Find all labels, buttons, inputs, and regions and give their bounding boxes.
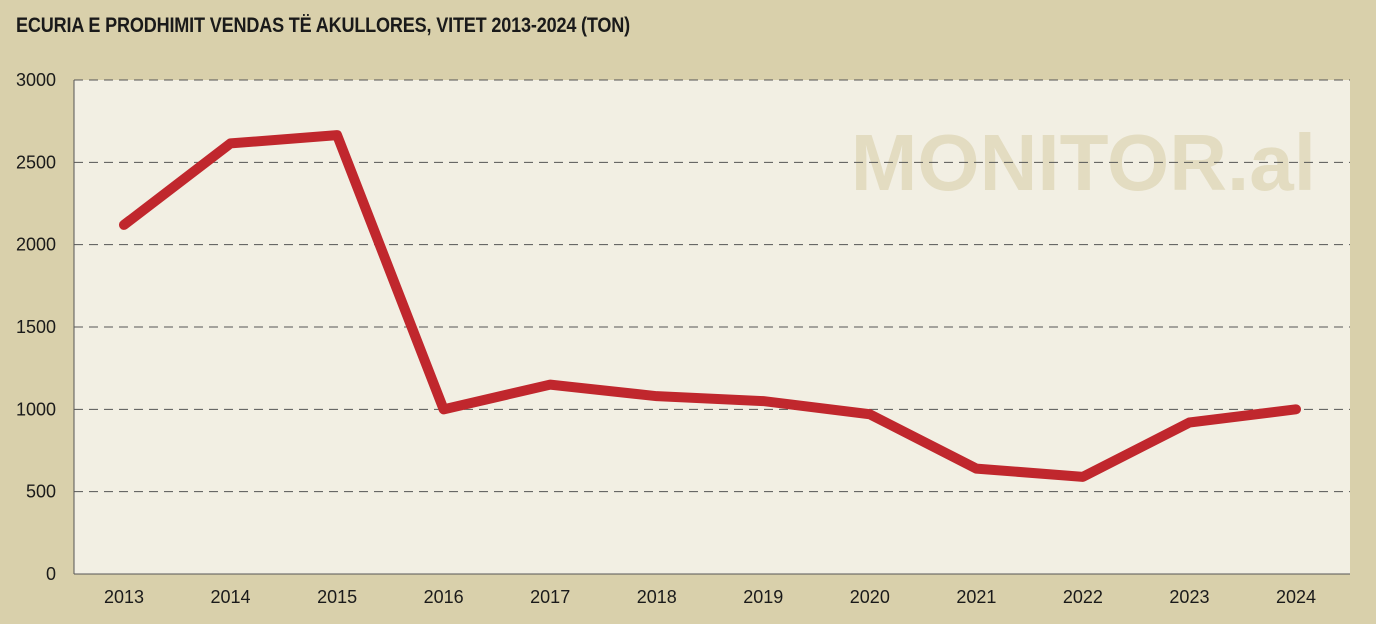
x-tick-label: 2018: [637, 587, 677, 607]
series-group: [119, 130, 1301, 482]
x-tick-label: 2022: [1063, 587, 1103, 607]
data-point: [1082, 476, 1084, 478]
data-point: [336, 134, 338, 136]
data-point: [1188, 422, 1190, 424]
x-tick-label: 2023: [1169, 587, 1209, 607]
data-point: [123, 224, 125, 226]
data-point: [1295, 408, 1297, 410]
x-tick-label: 2019: [743, 587, 783, 607]
x-tick-label: 2013: [104, 587, 144, 607]
x-tick-label: 2016: [424, 587, 464, 607]
grid-lines: [74, 79, 1350, 493]
x-tick-label: 2017: [530, 587, 570, 607]
data-point: [656, 395, 658, 397]
y-tick-label: 500: [26, 482, 56, 502]
data-point: [869, 413, 871, 415]
y-tick-label: 0: [46, 564, 56, 584]
y-tick-label: 3000: [16, 70, 56, 90]
chart-title: ECURIA E PRODHIMIT VENDAS TË AKULLORES, …: [16, 14, 631, 37]
x-tick-label: 2020: [850, 587, 890, 607]
x-tick-label: 2014: [211, 587, 251, 607]
y-tick-label: 1000: [16, 399, 56, 419]
data-point: [762, 400, 764, 402]
data-point: [549, 384, 551, 386]
y-tick-label: 2500: [16, 152, 56, 172]
y-tick-labels: 0 500 1000 1500 2000 2500 3000: [16, 70, 56, 584]
series-line: [119, 130, 1301, 482]
x-tick-labels: 2013 2014 2015 2016 2017 2018 2019 2020 2021 2022…: [104, 587, 1316, 607]
data-point: [230, 142, 232, 144]
x-tick-label: 2021: [956, 587, 996, 607]
data-point: [443, 408, 445, 410]
data-point: [975, 468, 977, 470]
x-tick-label: 2024: [1276, 587, 1316, 607]
x-tick-label: 2015: [317, 587, 357, 607]
y-tick-label: 2000: [16, 235, 56, 255]
y-tick-label: 1500: [16, 317, 56, 337]
